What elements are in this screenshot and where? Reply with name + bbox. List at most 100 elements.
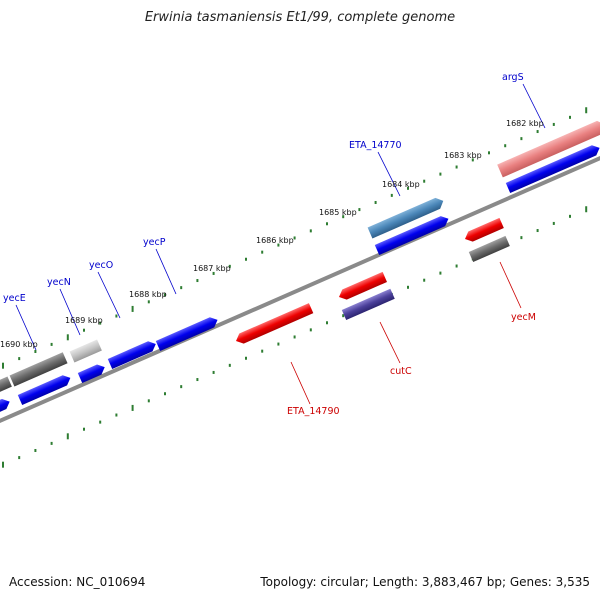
gene-label-argS[interactable]: argS bbox=[502, 72, 524, 83]
tick-label: 1685 kbp bbox=[319, 208, 357, 217]
gene-edge-2[interactable] bbox=[0, 397, 12, 414]
gene-label-yecN[interactable]: yecN bbox=[47, 277, 71, 288]
tick-mark bbox=[585, 206, 588, 213]
tick-label: 1684 kbp bbox=[382, 180, 420, 189]
tick-mark bbox=[552, 221, 555, 225]
tick-mark bbox=[293, 236, 296, 240]
gene-cutC[interactable] bbox=[337, 271, 388, 302]
tick-mark bbox=[34, 349, 37, 353]
tick-label: 1690 kbp bbox=[0, 340, 38, 349]
tick-mark bbox=[277, 342, 280, 346]
tick-mark bbox=[131, 404, 134, 411]
tick-mark bbox=[83, 328, 85, 332]
label-leader-line bbox=[97, 271, 121, 319]
tick-mark bbox=[115, 413, 118, 417]
tick-mark bbox=[131, 305, 134, 312]
tick-mark bbox=[407, 285, 409, 289]
tick-mark bbox=[50, 342, 53, 346]
label-leader-line bbox=[155, 248, 177, 295]
tick-mark bbox=[569, 214, 571, 218]
tick-label: 1689 kbp bbox=[65, 316, 103, 325]
gene-cutC-purple[interactable] bbox=[341, 288, 395, 321]
gene-yecN-light[interactable] bbox=[69, 339, 102, 363]
gene-yecE-gray[interactable] bbox=[9, 352, 68, 387]
tick-mark bbox=[326, 222, 328, 226]
tick-mark bbox=[261, 349, 264, 353]
tick-mark bbox=[439, 271, 442, 275]
gene-label-yecP[interactable]: yecP bbox=[143, 237, 166, 248]
tick-mark bbox=[569, 115, 571, 119]
tick-label: 1688 kbp bbox=[129, 290, 167, 299]
tick-label: 1686 kbp bbox=[256, 236, 294, 245]
gene-argS[interactable] bbox=[505, 143, 600, 194]
label-leader-line bbox=[59, 288, 81, 336]
tick-mark bbox=[471, 158, 474, 162]
gene-argS-pink[interactable] bbox=[497, 118, 600, 178]
gene-yecM-gray[interactable] bbox=[468, 235, 510, 263]
tick-mark bbox=[164, 392, 166, 396]
gene-yecE[interactable] bbox=[17, 373, 73, 406]
gene-yecO[interactable] bbox=[107, 339, 158, 370]
tick-mark bbox=[407, 186, 409, 190]
tick-mark bbox=[374, 200, 377, 204]
tick-mark bbox=[212, 271, 215, 275]
gene-label-eta-14770[interactable]: ETA_14770 bbox=[349, 140, 402, 151]
label-leader-line bbox=[290, 361, 311, 405]
gene-yecP[interactable] bbox=[155, 315, 220, 352]
tick-mark bbox=[66, 433, 69, 440]
tick-mark bbox=[342, 215, 345, 219]
tick-mark bbox=[439, 172, 442, 176]
gene-label-yecO[interactable]: yecO bbox=[89, 260, 113, 271]
tick-label: 1687 kbp bbox=[193, 264, 231, 273]
gene-eta-14770[interactable] bbox=[374, 214, 451, 256]
label-leader-line bbox=[522, 83, 546, 129]
tick-mark bbox=[423, 179, 426, 183]
tick-mark bbox=[180, 286, 183, 290]
tick-label: 1683 kbp bbox=[444, 151, 482, 160]
tick-mark bbox=[66, 334, 69, 341]
tick-mark bbox=[164, 293, 166, 297]
gene-eta-14770-steel[interactable] bbox=[367, 195, 446, 239]
tick-mark bbox=[245, 257, 247, 261]
tick-mark bbox=[536, 229, 539, 233]
tick-mark bbox=[228, 363, 231, 367]
tick-mark bbox=[261, 250, 264, 254]
gene-eta-14790[interactable] bbox=[234, 303, 314, 346]
tick-mark bbox=[18, 456, 21, 460]
tick-mark bbox=[309, 328, 312, 332]
gene-label-eta-14790[interactable]: ETA_14790 bbox=[287, 406, 340, 417]
label-leader-line bbox=[499, 261, 522, 309]
tick-mark bbox=[293, 335, 296, 339]
tick-mark bbox=[99, 321, 102, 325]
tick-mark bbox=[180, 385, 183, 389]
gene-label-yecE[interactable]: yecE bbox=[3, 293, 26, 304]
tick-mark bbox=[99, 420, 102, 424]
topology-text: Topology: circular; Length: 3,883,467 bp… bbox=[260, 575, 590, 589]
gene-yecN[interactable] bbox=[77, 362, 107, 384]
tick-mark bbox=[277, 243, 280, 247]
tick-mark bbox=[147, 399, 150, 403]
label-leader-line bbox=[377, 151, 401, 197]
tick-mark bbox=[504, 144, 507, 148]
tick-mark bbox=[488, 151, 490, 155]
tick-mark bbox=[390, 193, 393, 197]
gene-edge-1[interactable] bbox=[0, 376, 12, 394]
tick-mark bbox=[50, 441, 53, 445]
tick-mark bbox=[455, 264, 458, 268]
tick-mark bbox=[342, 314, 345, 318]
tick-mark bbox=[34, 448, 37, 452]
tick-mark bbox=[585, 107, 588, 114]
tick-mark bbox=[115, 314, 118, 318]
map-title: Erwinia tasmaniensis Et1/99, complete ge… bbox=[144, 10, 456, 25]
gene-label-cutC[interactable]: cutC bbox=[390, 366, 412, 377]
gene-yecM[interactable] bbox=[463, 217, 504, 244]
tick-mark bbox=[18, 357, 21, 361]
tick-mark bbox=[2, 362, 4, 369]
tick-mark bbox=[309, 229, 312, 233]
tick-mark bbox=[245, 356, 247, 360]
tick-mark bbox=[552, 122, 555, 126]
tick-mark bbox=[196, 378, 199, 382]
accession-text: Accession: NC_010694 bbox=[9, 575, 146, 589]
tick-mark bbox=[196, 279, 199, 283]
gene-label-yecM[interactable]: yecM bbox=[511, 312, 536, 323]
